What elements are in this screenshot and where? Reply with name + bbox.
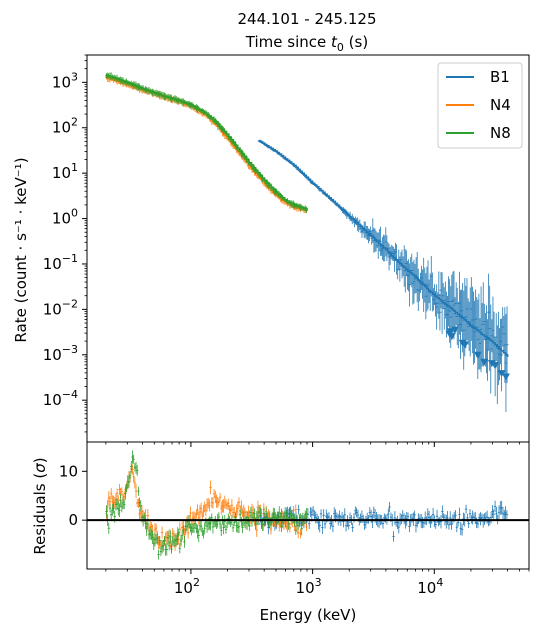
- spectrum-y-tick-label: 10−1: [43, 252, 78, 273]
- spectrum-upper-limit: [501, 373, 510, 381]
- legend-label-b1: B1: [490, 68, 510, 86]
- legend-label-n8: N8: [490, 124, 511, 142]
- spectrum-upper-limit: [460, 341, 469, 349]
- spectrum-upper-limit: [446, 328, 455, 336]
- residuals-y-axis-label: Residuals (σ): [31, 457, 49, 554]
- legend: B1 N4 N8: [437, 62, 523, 149]
- residuals-y-ticks: 0 10: [59, 462, 87, 529]
- spectrum-upper-limit: [497, 370, 506, 378]
- chart-title-line2: Time since t0 (s): [245, 33, 368, 54]
- legend-label-n4: N4: [490, 96, 511, 114]
- spectrum-y-tick-label: 101: [52, 161, 78, 182]
- spectrum-y-ticks: 103 102 101 100 10−1 10−2 10−3 10−4: [43, 54, 87, 433]
- spectrum-y-tick-label: 10−4: [43, 388, 78, 409]
- spectrum-panel: 103 102 101 100 10−1 10−2 10−3 10−4 Rate (count…: [12, 54, 530, 447]
- residuals-series-n8: [105, 450, 308, 560]
- spectrum-model-line: [258, 139, 509, 357]
- spectrum-y-tick-label: 100: [52, 207, 78, 228]
- chart-title-line1: 244.101 - 245.125: [237, 10, 376, 28]
- residuals-panel: 0 10 102 103 104 Residuals (σ) Energy (keV): [31, 441, 530, 624]
- residuals-x-ticks: 102 103 104: [105, 569, 530, 597]
- residuals-y-tick-label: 10: [59, 462, 78, 480]
- spectrum-series-n8: [104, 72, 308, 214]
- x-axis-label: Energy (keV): [260, 606, 357, 624]
- residuals-x-tick-label: 102: [174, 576, 200, 597]
- spectrum-series-layer: [104, 72, 510, 412]
- legend-box: [437, 62, 523, 149]
- spectrum-y-tick-label: 103: [52, 70, 78, 91]
- residuals-y-tick-label: 0: [68, 511, 78, 529]
- spectrum-y-tick-label: 10−3: [43, 343, 78, 364]
- spectrum-model-line: [105, 74, 308, 210]
- residuals-axes-frame: [86, 441, 530, 570]
- spectrum-series-b1: [257, 139, 510, 412]
- residuals-x-tick-label: 103: [296, 576, 322, 597]
- residuals-x-tick-label: 104: [417, 576, 443, 597]
- spectrum-y-axis-label: Rate (count · s⁻¹ · keV⁻¹): [12, 157, 30, 342]
- spectrum-y-tick-label: 10−2: [43, 297, 78, 318]
- spectrum-y-tick-label: 102: [52, 116, 78, 137]
